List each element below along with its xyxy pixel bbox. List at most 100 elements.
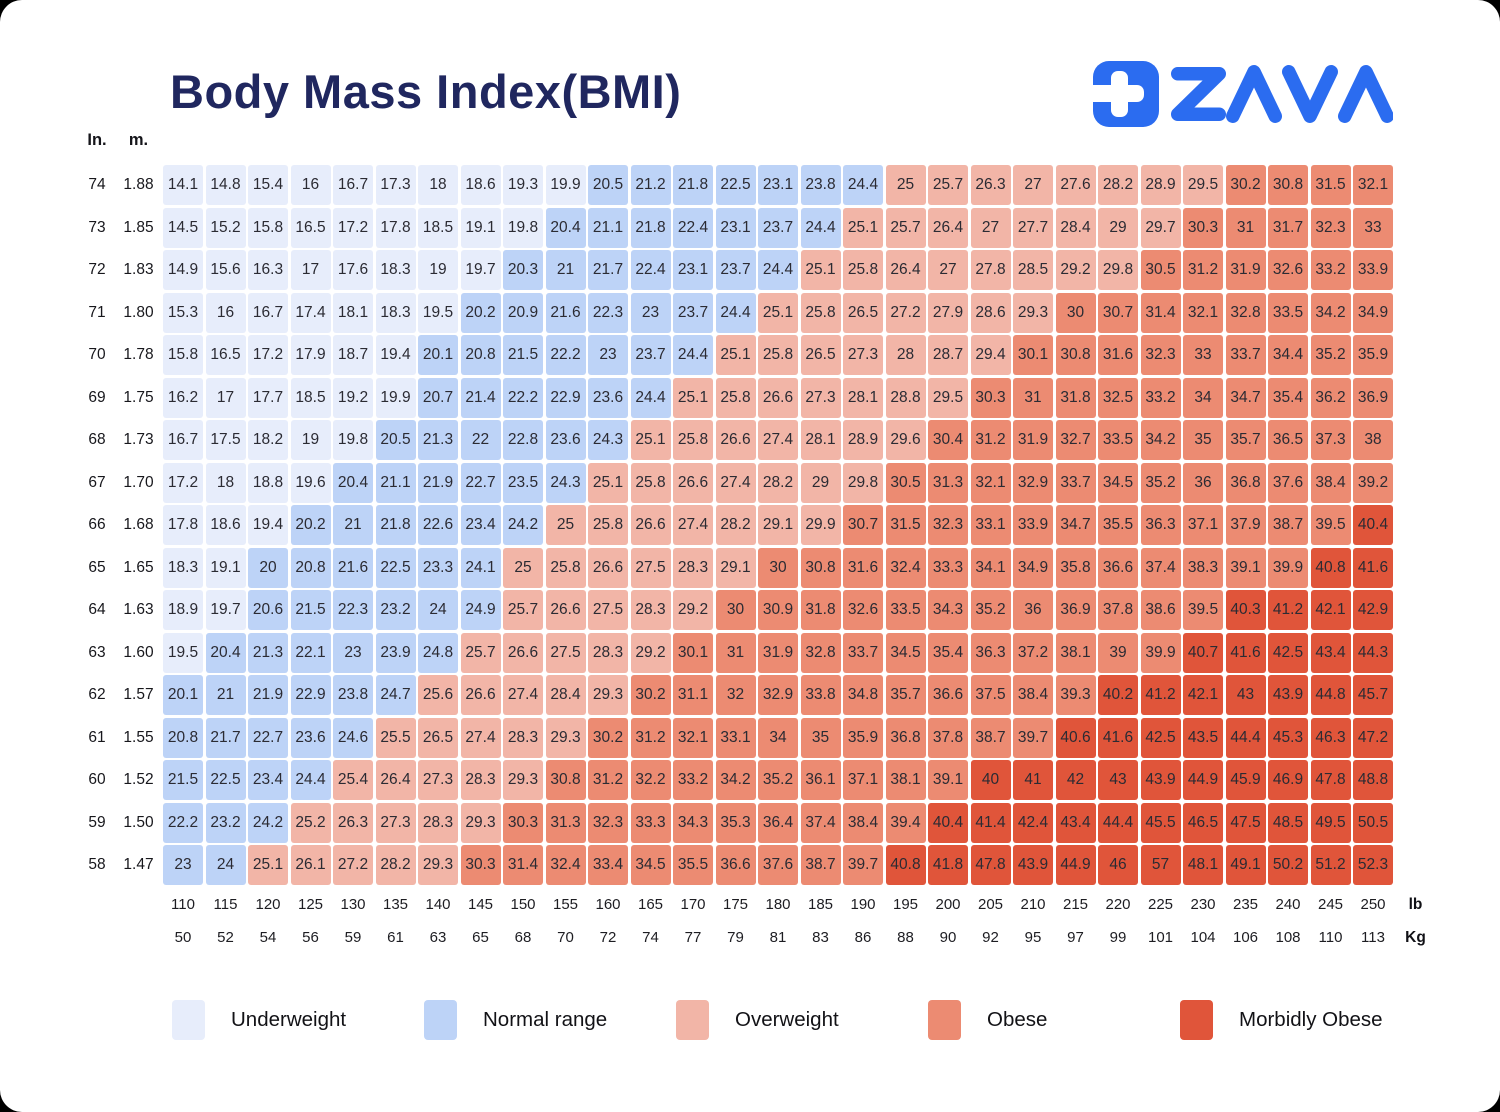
bmi-cell: 21.7 xyxy=(588,250,628,290)
bmi-cell: 29.1 xyxy=(715,547,756,588)
bmi-cell: 36.8 xyxy=(1225,462,1266,503)
bmi-cell: 26.4 xyxy=(885,250,926,290)
bmi-cell: 19.9 xyxy=(545,165,586,205)
legend-swatch xyxy=(676,1000,709,1040)
bmi-cell: 18.6 xyxy=(205,505,246,545)
bmi-cell: 20.8 xyxy=(163,717,203,758)
bmi-cell: 22.9 xyxy=(290,675,331,715)
bmi-cell: 34.3 xyxy=(928,590,968,630)
weight-lb-label: 195 xyxy=(892,896,919,913)
bmi-cell: 37.3 xyxy=(1310,420,1351,460)
bmi-cell: 26.4 xyxy=(928,207,968,248)
bmi-cell: 16.7 xyxy=(163,420,203,460)
bmi-cell: 23 xyxy=(163,845,203,885)
bmi-cell: 18.6 xyxy=(460,165,501,205)
bmi-cell: 20.4 xyxy=(545,207,586,248)
height-in-label: 74 xyxy=(80,165,114,205)
bmi-cell: 20.3 xyxy=(503,250,543,290)
bmi-cell: 27.5 xyxy=(588,590,628,630)
bmi-cell: 21.1 xyxy=(588,207,628,248)
bmi-cell: 44.9 xyxy=(1183,760,1223,800)
bmi-cell: 40.4 xyxy=(928,802,968,843)
bmi-cell: 31.3 xyxy=(928,462,968,503)
bmi-cell: 43 xyxy=(1225,675,1266,715)
bmi-cell: 22.8 xyxy=(503,420,543,460)
bmi-cell: 24.4 xyxy=(758,250,798,290)
bmi-cell: 41.2 xyxy=(1268,590,1308,630)
bmi-cell: 27.2 xyxy=(885,292,926,333)
height-m-label: 1.85 xyxy=(116,207,161,248)
bmi-cell: 26.6 xyxy=(630,505,671,545)
bmi-cell: 26.5 xyxy=(800,335,841,375)
weight-axis-grid: 110 115 120 125 130 135 140 145 150 155 160 165 170 1… xyxy=(80,889,1436,953)
bmi-cell: 28.3 xyxy=(460,760,501,800)
bmi-cell: 29.6 xyxy=(885,420,926,460)
bmi-cell: 22.2 xyxy=(163,802,203,843)
weight-kg-label: 88 xyxy=(897,929,914,946)
weight-lb-label: 110 xyxy=(171,896,195,913)
weight-kg-label: 83 xyxy=(812,929,829,946)
bmi-cell: 44.3 xyxy=(1353,632,1393,673)
bmi-cell: 25.2 xyxy=(290,802,331,843)
bmi-cell: 40.4 xyxy=(1353,505,1393,545)
bmi-cell: 47.5 xyxy=(1225,802,1266,843)
bmi-cell: 33.3 xyxy=(928,547,968,588)
bmi-cell: 34.5 xyxy=(1098,462,1138,503)
bmi-cell: 20.7 xyxy=(418,377,458,418)
bmi-cell: 26.6 xyxy=(460,675,501,715)
bmi-cell: 35.2 xyxy=(970,590,1011,630)
bmi-cell: 17.8 xyxy=(163,505,203,545)
bmi-cell: 32.4 xyxy=(885,547,926,588)
height-m-label: 1.50 xyxy=(116,802,161,843)
bmi-cell: 29.4 xyxy=(970,335,1011,375)
bmi-cell: 16.7 xyxy=(248,292,288,333)
bmi-cell: 21.8 xyxy=(630,207,671,248)
bmi-cell: 18.3 xyxy=(163,547,203,588)
medical-cross-icon xyxy=(1084,61,1159,127)
bmi-cell: 21.3 xyxy=(418,420,458,460)
bmi-cell: 29.2 xyxy=(1055,250,1096,290)
bmi-cell: 27 xyxy=(928,250,968,290)
bmi-cell: 17.9 xyxy=(290,335,331,375)
bmi-cell: 30.8 xyxy=(1055,335,1096,375)
bmi-cell: 19.6 xyxy=(290,462,331,503)
bmi-cell: 29.1 xyxy=(758,505,798,545)
bmi-cell: 22.4 xyxy=(630,250,671,290)
bmi-cell: 28.2 xyxy=(1098,165,1138,205)
bmi-cell: 16 xyxy=(205,292,246,333)
bmi-cell: 43.9 xyxy=(1268,675,1308,715)
bmi-cell: 24.4 xyxy=(800,207,841,248)
bmi-cell: 30.5 xyxy=(1140,250,1181,290)
bmi-cell: 20 xyxy=(248,547,288,588)
bmi-cell: 33.9 xyxy=(1353,250,1393,290)
bmi-cell: 17.8 xyxy=(375,207,416,248)
bmi-cell: 18.2 xyxy=(248,420,288,460)
legend-label: Underweight xyxy=(231,1008,347,1031)
bmi-cell: 21.8 xyxy=(375,505,416,545)
bmi-cell: 46.9 xyxy=(1268,760,1308,800)
bmi-cell: 20.1 xyxy=(163,675,203,715)
bmi-cell: 23.1 xyxy=(673,250,713,290)
bmi-cell: 33.5 xyxy=(1098,420,1138,460)
bmi-cell: 50.2 xyxy=(1268,845,1308,885)
weight-kg-label: 95 xyxy=(1024,929,1042,946)
bmi-cell: 25 xyxy=(545,505,586,545)
bmi-cell: 35 xyxy=(1183,420,1223,460)
bmi-cell: 19 xyxy=(290,420,331,460)
bmi-cell: 29 xyxy=(1098,207,1138,248)
bmi-cell: 28.3 xyxy=(630,590,671,630)
bmi-cell: 19.9 xyxy=(375,377,416,418)
bmi-cell: 31.4 xyxy=(1140,292,1181,333)
weight-kg-label: 106 xyxy=(1232,929,1259,946)
bmi-cell: 46.3 xyxy=(1310,717,1351,758)
bmi-cell: 24.4 xyxy=(715,292,756,333)
bmi-cell: 27.3 xyxy=(375,802,416,843)
bmi-cell: 39.3 xyxy=(1055,675,1096,715)
bmi-cell: 21.3 xyxy=(248,632,288,673)
bmi-cell: 20.4 xyxy=(333,462,373,503)
bmi-cell: 30.2 xyxy=(588,717,628,758)
bmi-cell: 30.8 xyxy=(1268,165,1308,205)
bmi-cell: 47.2 xyxy=(1353,717,1393,758)
bmi-cell: 35.2 xyxy=(758,760,798,800)
weight-kg-label: 99 xyxy=(1109,929,1127,946)
